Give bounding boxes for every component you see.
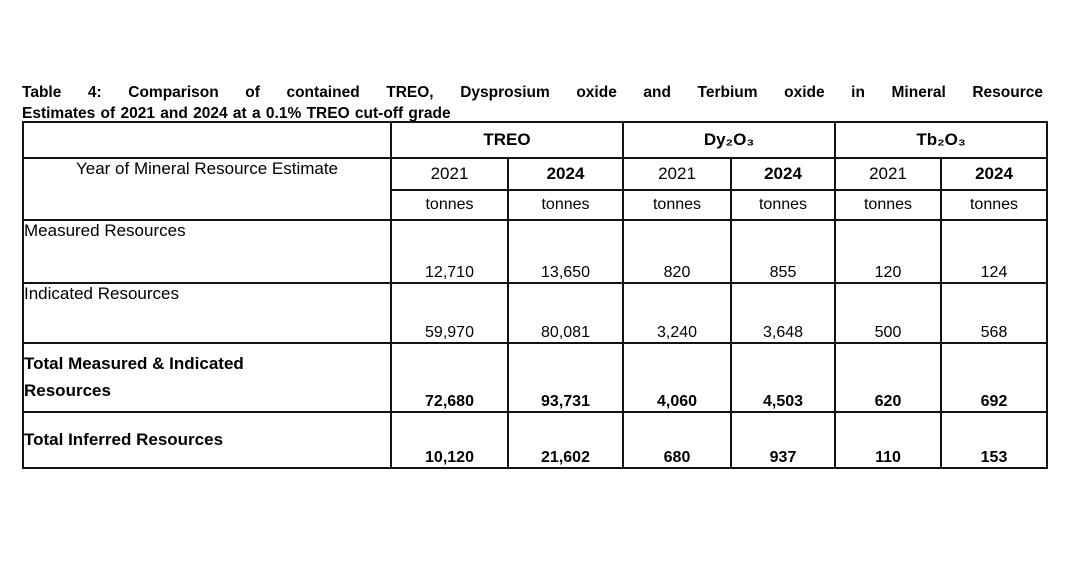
value-inferred-treo-2024: 21,602: [506, 411, 625, 469]
year-cell-tb2o3-2024: 2024: [940, 157, 1049, 191]
value-total-mi-dy2o3-2021: 4,060: [622, 342, 733, 413]
table-caption: Table 4: Comparison of contained TREO, D…: [22, 82, 1043, 124]
value-inferred-tb2o3-2021: 110: [834, 411, 943, 469]
value-measured-dy2o3-2021: 820: [622, 219, 733, 284]
value-inferred-dy2o3-2021: 680: [622, 411, 733, 469]
value-inferred-dy2o3-2024: 937: [730, 411, 837, 469]
mineral-resource-table: TREO Dy₂O₃ Tb₂O₃ Year of Mineral Resourc…: [22, 121, 1049, 469]
value-measured-tb2o3-2021: 120: [834, 219, 943, 284]
value-indicated-tb2o3-2021: 500: [834, 282, 943, 344]
value-indicated-dy2o3-2021: 3,240: [622, 282, 733, 344]
table-row-total-mi: Total Measured & Indicated Resources 72,…: [22, 342, 1049, 413]
row-label-measured: Measured Resources: [22, 219, 392, 284]
group-header-tb2o3: Tb₂O₃: [834, 121, 1049, 159]
value-total-mi-treo-2024: 93,731: [506, 342, 625, 413]
value-measured-tb2o3-2024: 124: [940, 219, 1049, 284]
year-row: Year of Mineral Resource Estimate 2021 2…: [22, 157, 1049, 221]
value-measured-dy2o3-2024: 855: [730, 219, 837, 284]
table-row-indicated: Indicated Resources 59,970 80,081 3,240 …: [22, 282, 1049, 344]
table-row-measured: Measured Resources 12,710 13,650 820 855…: [22, 219, 1049, 284]
value-inferred-tb2o3-2024: 153: [940, 411, 1049, 469]
year-row-label: Year of Mineral Resource Estimate: [22, 157, 392, 221]
row-label-total-mi: Total Measured & Indicated Resources: [22, 342, 392, 413]
value-total-mi-tb2o3-2024: 692: [940, 342, 1049, 413]
value-total-mi-tb2o3-2021: 620: [834, 342, 943, 413]
year-cell-dy2o3-2024: 2024: [730, 157, 837, 191]
unit-cell-3: tonnes: [622, 189, 733, 221]
unit-cell-1: tonnes: [390, 189, 509, 221]
year-cell-dy2o3-2021: 2021: [622, 157, 733, 191]
group-header-dy2o3: Dy₂O₃: [622, 121, 837, 159]
group-header-treo: TREO: [389, 121, 625, 159]
value-total-mi-treo-2021: 72,680: [390, 342, 509, 413]
unit-cell-5: tonnes: [834, 189, 943, 221]
row-label-total-inferred: Total Inferred Resources: [22, 411, 392, 469]
unit-cell-4: tonnes: [730, 189, 837, 221]
year-cell-treo-2024: 2024: [506, 157, 625, 191]
value-indicated-dy2o3-2024: 3,648: [730, 282, 837, 344]
year-cell-treo-2021: 2021: [390, 157, 509, 191]
table-caption-line-2: Estimates of 2021 and 2024 at a 0.1% TRE…: [22, 105, 451, 122]
value-indicated-treo-2024: 80,081: [506, 282, 625, 344]
group-header-row: TREO Dy₂O₃ Tb₂O₃: [22, 121, 1049, 159]
year-cell-tb2o3-2021: 2021: [834, 157, 943, 191]
unit-row: tonnes tonnes tonnes tonnes tonnes tonne…: [23, 189, 1049, 221]
row-label-indicated: Indicated Resources: [22, 282, 392, 344]
value-measured-treo-2024: 13,650: [506, 219, 625, 284]
unit-cell-2: tonnes: [506, 189, 625, 221]
unit-cell-6: tonnes: [940, 189, 1049, 221]
row-label-total-mi-text: Total Measured & Indicated Resources: [24, 354, 244, 400]
value-total-mi-dy2o3-2024: 4,503: [730, 342, 837, 413]
value-measured-treo-2021: 12,710: [390, 219, 509, 284]
value-indicated-tb2o3-2024: 568: [940, 282, 1049, 344]
value-inferred-treo-2021: 10,120: [390, 411, 509, 469]
table-row-total-inferred: Total Inferred Resources 10,120 21,602 6…: [22, 411, 1049, 469]
table-caption-line-1: Table 4: Comparison of contained TREO, D…: [22, 84, 1043, 101]
empty-corner-cell: [22, 121, 392, 159]
value-indicated-treo-2021: 59,970: [390, 282, 509, 344]
